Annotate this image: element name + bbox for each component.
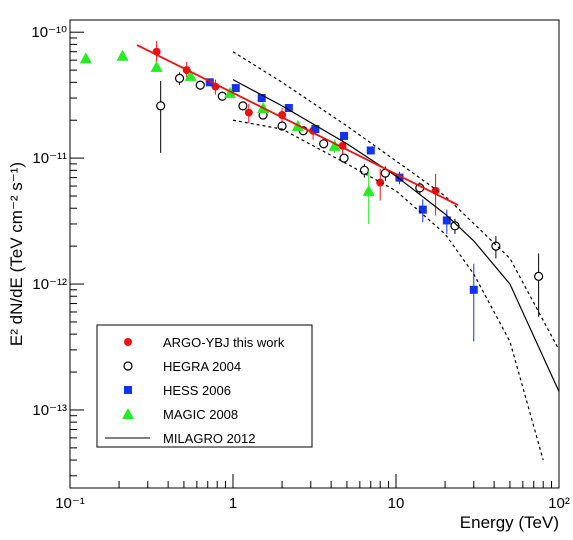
point <box>442 216 451 225</box>
point <box>231 84 240 93</box>
point <box>328 139 341 151</box>
point <box>244 108 253 117</box>
point <box>534 271 544 281</box>
y-tick-label: 10⁻¹¹ <box>32 150 67 167</box>
point <box>124 338 132 346</box>
x-tick-label: 1 <box>229 495 237 512</box>
plot-frame <box>69 19 560 489</box>
line <box>232 51 559 351</box>
point <box>79 52 92 64</box>
point <box>340 131 349 140</box>
point <box>156 101 166 111</box>
point <box>366 146 375 155</box>
plot-area <box>79 41 559 461</box>
y-axis-label: E² dN/dE (TeV cm⁻² s⁻¹) <box>7 162 26 346</box>
point <box>450 221 460 231</box>
point <box>195 80 205 90</box>
x-tick-label: 10² <box>548 495 570 512</box>
point <box>277 121 287 131</box>
legend-label: MILAGRO 2012 <box>163 431 256 446</box>
x-axis-label: Energy (TeV) <box>460 513 559 532</box>
point <box>395 173 404 182</box>
model-line <box>232 79 559 392</box>
point <box>284 104 293 113</box>
point <box>418 205 427 214</box>
point <box>339 153 349 163</box>
point <box>469 285 478 294</box>
point <box>122 408 134 419</box>
point <box>359 165 370 175</box>
legend-label: MAGIC 2008 <box>163 407 238 422</box>
y-tick-label: 10⁻¹⁰ <box>31 24 67 41</box>
y-tick-label: 10⁻¹³ <box>32 402 67 419</box>
point <box>174 73 185 83</box>
x-tick-label: 10 <box>388 495 405 512</box>
point <box>124 386 132 394</box>
point <box>116 49 129 61</box>
line <box>232 119 544 461</box>
point <box>491 241 501 251</box>
legend-frame <box>96 324 313 448</box>
point <box>150 60 163 72</box>
legend-label: HESS 2006 <box>163 383 231 398</box>
legend-label: ARGO-YBJ this work <box>163 335 285 350</box>
line <box>136 44 459 206</box>
point <box>184 69 197 81</box>
x-tick-label: 10⁻¹ <box>55 495 85 512</box>
point <box>257 94 266 103</box>
point <box>238 101 248 111</box>
point <box>123 361 133 371</box>
point <box>319 139 329 149</box>
point <box>311 125 320 134</box>
y-tick-label: 10⁻¹² <box>32 276 67 293</box>
point <box>362 184 375 196</box>
legend-label: HEGRA 2004 <box>163 359 241 374</box>
point <box>376 178 385 187</box>
